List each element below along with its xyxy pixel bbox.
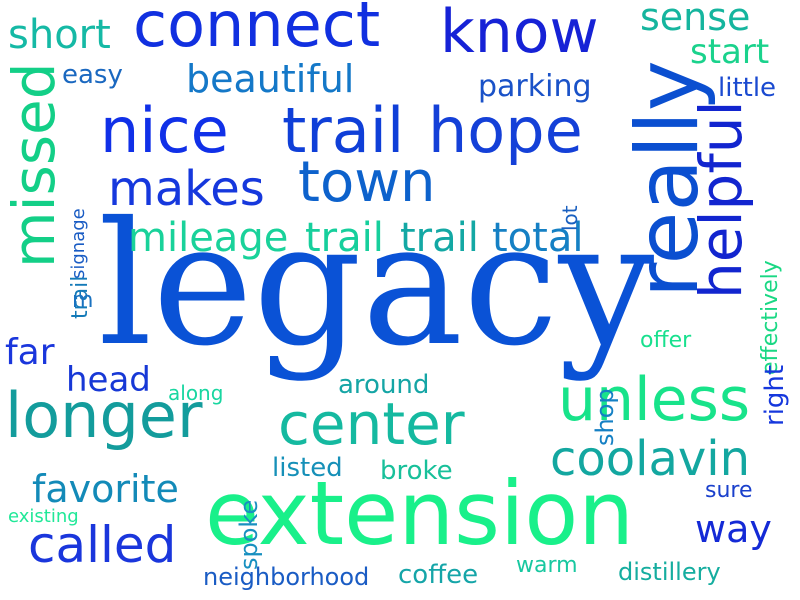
word-effectively-32: effectively — [758, 260, 783, 375]
word-far-26: far — [5, 332, 55, 373]
word-nice-5: nice — [100, 94, 229, 167]
word-distillery-46: distillery — [618, 558, 721, 586]
word-connect-3: connect — [133, 0, 381, 61]
word-broke-40: broke — [380, 456, 453, 486]
word-mileage-20: mileage — [128, 215, 289, 261]
word-little-31: little — [718, 73, 777, 103]
word-missed-10: missed — [0, 62, 68, 268]
word-right-33: right — [760, 364, 790, 426]
word-longer-13: longer — [5, 379, 203, 452]
word-hope-7: hope — [428, 94, 583, 167]
word-around-35: around — [338, 370, 430, 400]
word-warm-45: warm — [516, 553, 578, 578]
word-town-8: town — [298, 150, 436, 215]
word-spoke-38: spoke — [235, 499, 263, 570]
word-head-25: head — [66, 360, 151, 400]
word-short-17: short — [8, 12, 111, 58]
word-trail-6: trail — [282, 94, 405, 167]
word-beautiful-19: beautiful — [186, 57, 355, 101]
word-makes-9: makes — [108, 161, 265, 217]
word-sure-41: sure — [705, 478, 753, 503]
word-coffee-44: coffee — [398, 560, 479, 590]
word-way-27: way — [695, 507, 772, 551]
word-sense-18: sense — [640, 0, 751, 39]
word-favorite-24: favorite — [32, 467, 179, 511]
word-legacy-0: legacy — [98, 186, 655, 384]
word-lot-49: lot — [558, 205, 582, 231]
word-parking-29: parking — [478, 69, 592, 104]
word-know-4: know — [440, 0, 599, 67]
word-center-14: center — [278, 390, 465, 458]
word-helpful-11: helpful — [687, 100, 755, 299]
word-existing-42: existing — [8, 506, 79, 527]
word-called-16: called — [28, 516, 177, 574]
word-shop-37: shop — [591, 388, 619, 446]
word-m-50: m — [72, 288, 94, 313]
word-listed-39: listed — [272, 453, 343, 483]
word-offer-34: offer — [640, 328, 692, 353]
word-start-28: start — [690, 32, 770, 72]
word-unless-12: unless — [558, 365, 751, 435]
word-total-23: total — [492, 215, 584, 261]
word-along-36: along — [168, 381, 224, 405]
word-coolavin-15: coolavin — [550, 431, 751, 487]
word-trail-22: trail — [400, 215, 479, 261]
word-easy-30: easy — [62, 60, 123, 90]
word-trail-21: trail — [305, 215, 384, 261]
word-neighborhood-43: neighborhood — [203, 563, 370, 591]
word-extension-1: extension — [205, 462, 634, 565]
word-signage-47: signage — [68, 208, 89, 279]
